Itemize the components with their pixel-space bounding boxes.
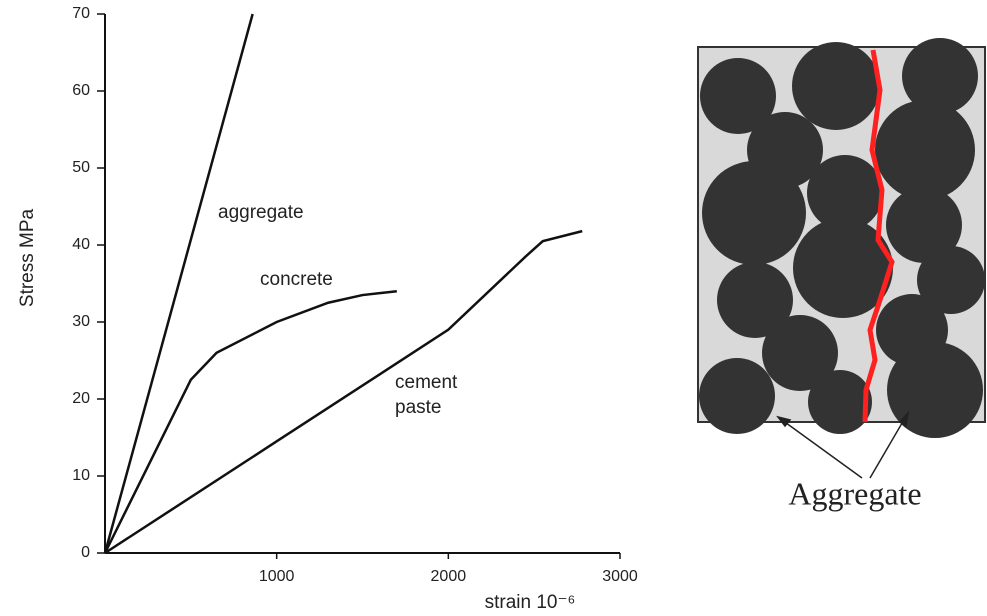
- y-tick-label: 30: [72, 313, 90, 330]
- figure: Stress MPa strain 10⁻⁶ Aggregate 0 10 20 30…: [0, 0, 987, 616]
- diagram-label: Aggregate: [788, 475, 921, 511]
- y-tick-label: 60: [72, 82, 90, 99]
- series-label-box: aggregate: [218, 200, 338, 260]
- y-tick-label: 20: [72, 390, 90, 407]
- x-tick-label: 2000: [431, 568, 467, 585]
- y-tick-label: 70: [72, 5, 90, 22]
- y-tick-label: 0: [81, 544, 90, 561]
- y-tick-label: 10: [72, 467, 90, 484]
- series-label-box: concrete: [260, 267, 380, 327]
- aggregate-diagram: Aggregate: [698, 38, 985, 511]
- y-axis-label: Stress MPa: [17, 208, 38, 307]
- x-axis-label: strain 10⁻⁶: [485, 592, 576, 613]
- series-label-box: cement paste: [395, 370, 475, 430]
- series-line: [105, 291, 397, 553]
- series-label: cement paste: [395, 370, 475, 420]
- series-label: concrete: [260, 267, 380, 292]
- x-tick-label: 3000: [602, 568, 638, 585]
- y-tick-label: 40: [72, 236, 90, 253]
- series-label: aggregate: [218, 200, 338, 225]
- x-tick-label: 1000: [259, 568, 295, 585]
- aggregate-particles: [699, 38, 985, 438]
- y-tick-label: 50: [72, 159, 90, 176]
